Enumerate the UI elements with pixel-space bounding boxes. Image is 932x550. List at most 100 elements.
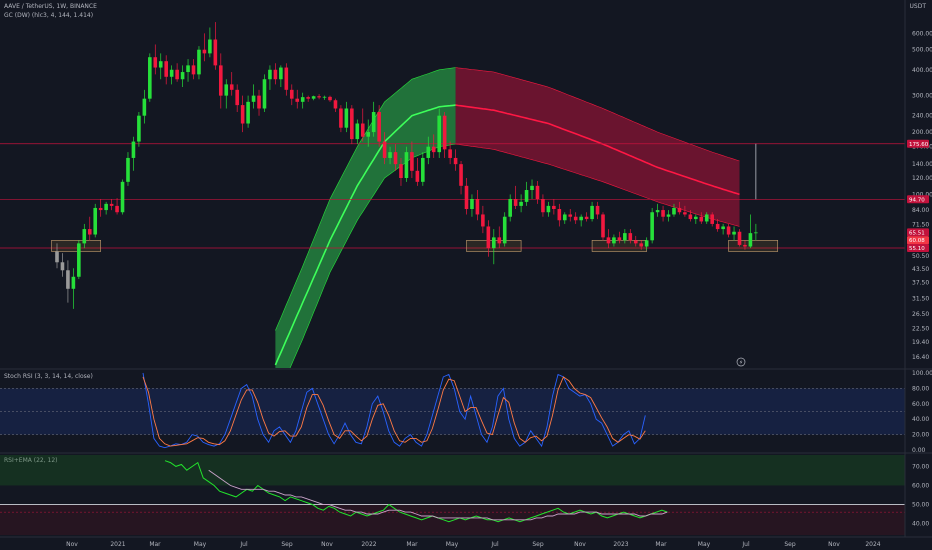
candle-body (475, 199, 480, 215)
candle (633, 235, 638, 247)
candle (552, 199, 556, 215)
candle-body (683, 212, 687, 215)
candle-body (322, 96, 327, 98)
candle (431, 134, 436, 158)
candle (164, 55, 168, 85)
symbol-title: AAVE / TetherUS, 1W, BINANCE (4, 3, 97, 10)
candle (82, 223, 87, 249)
candle (541, 194, 545, 217)
time-tick-label: Mar (655, 541, 667, 548)
candle-body (109, 203, 114, 206)
candle-body (639, 243, 644, 247)
candle (371, 101, 376, 137)
candle (519, 194, 523, 213)
candle-body (273, 69, 278, 80)
candle (180, 65, 185, 88)
stoch-rsi-legend[interactable]: Stoch RSI (3, 3, 14, 14, close) (4, 373, 93, 380)
candle-body (415, 170, 420, 182)
rsi-oversold-zone (0, 504, 905, 535)
time-tick-label: 2024 (865, 541, 880, 548)
stoch-tick-label: 20.00 (912, 432, 929, 439)
gc-center-falling (455, 104, 740, 196)
candle (311, 95, 316, 101)
candle-body (661, 210, 665, 217)
candle (437, 108, 441, 158)
price-pill-label: 55.10 (909, 246, 925, 252)
candle-body (240, 105, 245, 124)
candle (273, 63, 278, 85)
candle (393, 144, 398, 171)
candle-body (431, 146, 436, 153)
gc-upper-rising (275, 67, 456, 331)
candle-body (328, 96, 332, 101)
gc-upper-falling (455, 67, 740, 162)
candle-body (186, 65, 190, 73)
candle (459, 160, 463, 195)
candle-body (399, 164, 403, 179)
candle-body (268, 69, 272, 80)
time-tick-label: Jul (239, 541, 248, 548)
price-tick-label: 84.00 (912, 207, 929, 214)
candle (502, 212, 507, 247)
candle-body (137, 115, 141, 142)
candle-body (715, 223, 720, 230)
replay-icon[interactable] (736, 357, 746, 367)
candle-body (704, 214, 709, 222)
rsi-ema-legend[interactable]: RSI+EMA (22, 12) (4, 457, 58, 464)
stoch-tick-label: 100.00 (912, 370, 932, 377)
time-tick-label: Nov (574, 541, 586, 548)
candle-body (568, 214, 573, 217)
candle (382, 132, 387, 165)
candle (317, 94, 321, 100)
price-tick-label: 140.00 (912, 161, 932, 168)
candle (644, 237, 649, 250)
rsi-tick-label: 40.00 (912, 521, 929, 528)
price-tick-label: 26.50 (912, 311, 929, 318)
time-tick-label: Mar (406, 541, 418, 548)
candle-body (158, 61, 163, 68)
price-pane (0, 22, 905, 368)
candle-body (644, 240, 649, 247)
candle-body (180, 72, 185, 80)
price-tick-label: 500.00 (912, 47, 932, 54)
price-pill-label: 60.08 (909, 238, 925, 244)
gc-lower-falling (455, 143, 740, 227)
price-tick-label: 120.00 (912, 175, 932, 182)
candle (639, 240, 644, 250)
candle (677, 201, 682, 215)
rsi-overbought-zone (0, 455, 905, 486)
price-pill (907, 236, 929, 245)
candle-body (743, 244, 747, 247)
candle (355, 119, 360, 145)
candle-body (672, 207, 676, 215)
candle (415, 157, 420, 186)
candle (137, 112, 141, 147)
candle-body (339, 108, 343, 128)
price-tick-label: 100.00 (912, 191, 932, 198)
candle (573, 212, 578, 224)
candle-body (710, 214, 714, 224)
candle (295, 89, 300, 109)
time-tick-label: Sep (281, 541, 293, 548)
time-tick-label: 2021 (110, 541, 125, 548)
candle (126, 152, 130, 186)
gc-indicator-legend[interactable]: GC (DW) (hlc3, 4, 144, 1.414) (4, 12, 94, 19)
price-pill (907, 228, 929, 237)
support-box (51, 240, 101, 252)
candle-body (541, 199, 545, 213)
stoch-d-line (142, 376, 646, 447)
gc-lower-rising (289, 143, 456, 368)
candle-body (426, 146, 431, 158)
candle-body (104, 203, 108, 211)
candle-body (481, 214, 485, 227)
price-tick-label: 50.50 (912, 253, 929, 260)
time-tick-label: Jul (741, 541, 750, 548)
candle-body (344, 108, 349, 128)
candle (289, 84, 294, 106)
candle (754, 223, 758, 241)
candle (513, 185, 518, 210)
candle-body (601, 214, 605, 238)
candle (694, 214, 698, 224)
candle-body (126, 157, 130, 182)
